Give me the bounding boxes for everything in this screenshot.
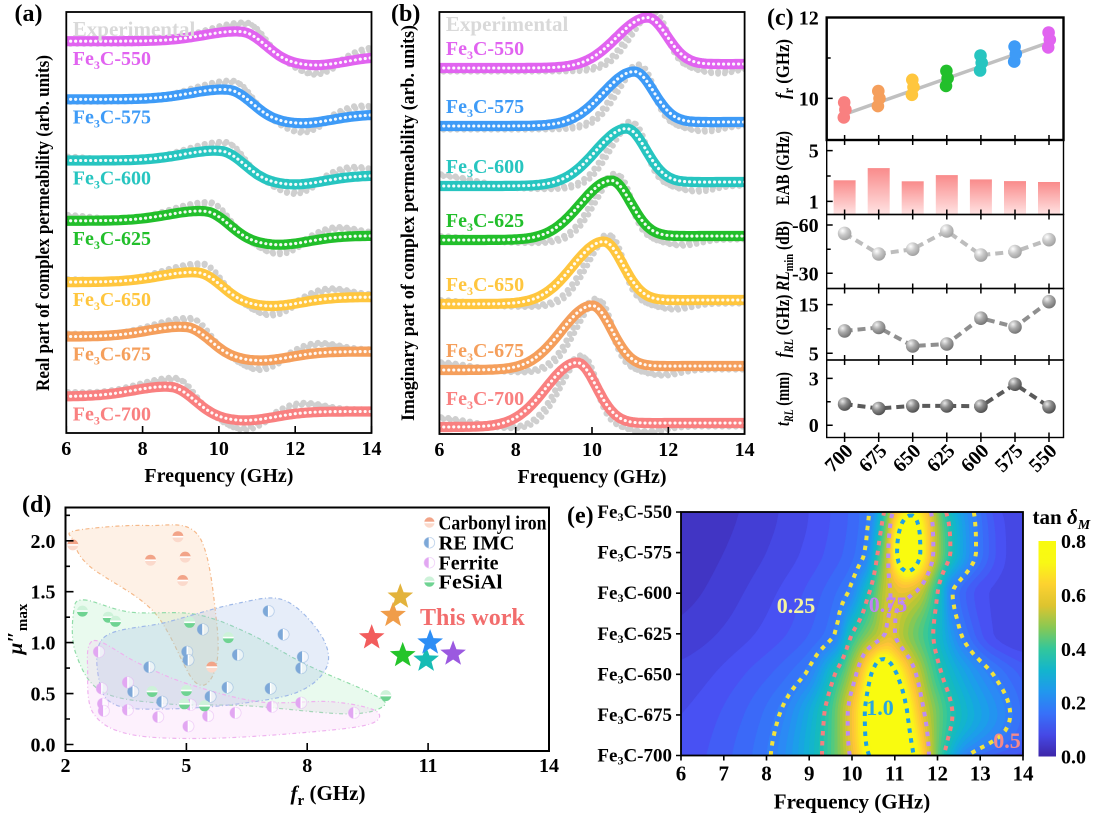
svg-text:1.0: 1.0 — [31, 633, 56, 655]
svg-text:8: 8 — [302, 755, 312, 777]
svg-text:Frequency (GHz): Frequency (GHz) — [774, 790, 931, 814]
svg-text:8: 8 — [511, 439, 521, 461]
svg-text:fRL (GHz): fRL (GHz) — [773, 295, 796, 358]
svg-text:14: 14 — [735, 439, 755, 461]
svg-text:0.0: 0.0 — [31, 735, 56, 757]
svg-text:10: 10 — [799, 88, 819, 110]
svg-text:1: 1 — [809, 191, 819, 213]
svg-text:12: 12 — [799, 8, 819, 30]
svg-text:12: 12 — [927, 762, 948, 786]
svg-text:6: 6 — [676, 762, 687, 786]
svg-text:μ″max: μ″max — [3, 603, 31, 655]
svg-text:Fe3C-625: Fe3C-625 — [446, 210, 524, 234]
svg-text:10: 10 — [842, 762, 863, 786]
svg-text:14: 14 — [539, 755, 559, 777]
svg-text:11: 11 — [419, 755, 438, 777]
svg-text:(d): (d) — [22, 492, 51, 518]
svg-text:Fe3C-600: Fe3C-600 — [597, 583, 672, 605]
svg-text:10: 10 — [209, 438, 229, 460]
svg-text:Fe3C-550: Fe3C-550 — [446, 38, 524, 62]
svg-text:8: 8 — [761, 762, 772, 786]
svg-text:Imaginary part of complex perm: Imaginary part of complex permeability (… — [398, 25, 419, 421]
svg-text:Fe3C-650: Fe3C-650 — [73, 289, 151, 313]
svg-text:RLmin (dB): RLmin (dB) — [773, 221, 796, 292]
svg-text:(b): (b) — [391, 1, 420, 27]
svg-text:Fe3C-600: Fe3C-600 — [446, 156, 524, 180]
svg-text:EAB (GHz): EAB (GHz) — [773, 131, 794, 205]
svg-text:0.2: 0.2 — [1061, 693, 1086, 715]
svg-text:1.0: 1.0 — [866, 695, 894, 720]
svg-text:-30: -30 — [792, 263, 819, 285]
svg-text:Fe3C-550: Fe3C-550 — [73, 48, 151, 72]
svg-text:0.5: 0.5 — [993, 728, 1021, 753]
svg-text:0.4: 0.4 — [1061, 639, 1086, 661]
svg-text:Fe3C-675: Fe3C-675 — [597, 705, 672, 727]
svg-text:7: 7 — [719, 762, 730, 786]
svg-text:Fe3C-625: Fe3C-625 — [597, 624, 672, 646]
svg-text:0: 0 — [809, 415, 819, 437]
svg-text:tan δM: tan δM — [1033, 505, 1091, 533]
svg-text:5: 5 — [809, 141, 819, 163]
svg-text:Fe3C-650: Fe3C-650 — [446, 274, 524, 298]
svg-text:tRL (mm): tRL (mm) — [773, 372, 796, 426]
svg-text:0.8: 0.8 — [1061, 531, 1086, 553]
svg-text:Experimental: Experimental — [446, 12, 569, 36]
svg-text:8: 8 — [138, 438, 148, 460]
svg-text:(c): (c) — [767, 5, 794, 31]
svg-text:2.0: 2.0 — [31, 531, 56, 553]
svg-text:Real part of complex permeabil: Real part of complex permeability (arb. … — [33, 55, 54, 391]
svg-text:(e): (e) — [567, 503, 594, 529]
svg-text:Fe3C-650: Fe3C-650 — [597, 664, 672, 686]
svg-text:Experimental: Experimental — [73, 17, 196, 41]
svg-text:Carbonyl iron: Carbonyl iron — [439, 513, 547, 535]
svg-text:9: 9 — [804, 762, 815, 786]
svg-text:12: 12 — [285, 438, 305, 460]
svg-text:0.5: 0.5 — [31, 684, 56, 706]
svg-text:(a): (a) — [15, 1, 43, 27]
svg-text:Fe3C-575: Fe3C-575 — [73, 106, 151, 130]
svg-text:0.75: 0.75 — [869, 592, 908, 617]
svg-text:10: 10 — [582, 439, 602, 461]
svg-text:Fe3C-700: Fe3C-700 — [446, 388, 524, 412]
svg-text:0.25: 0.25 — [777, 593, 816, 618]
svg-text:0.6: 0.6 — [1061, 585, 1086, 607]
svg-text:Fe3C-675: Fe3C-675 — [446, 340, 524, 364]
svg-text:This work: This work — [420, 605, 525, 631]
svg-text:Frequency (GHz): Frequency (GHz) — [517, 466, 666, 488]
svg-text:Fe3C-700: Fe3C-700 — [73, 404, 151, 428]
svg-text:Fe3C-700: Fe3C-700 — [597, 746, 672, 768]
svg-text:RE IMC: RE IMC — [439, 533, 515, 555]
svg-text:11: 11 — [885, 762, 905, 786]
svg-text:1.5: 1.5 — [31, 582, 56, 604]
svg-text:15: 15 — [799, 295, 819, 317]
svg-text:5: 5 — [181, 755, 191, 777]
svg-text:FeSiAl: FeSiAl — [439, 572, 503, 594]
svg-text:Fe3C-550: Fe3C-550 — [597, 502, 672, 524]
svg-text:Fe3C-600: Fe3C-600 — [73, 168, 151, 192]
svg-text:14: 14 — [362, 438, 382, 460]
svg-text:Fe3C-675: Fe3C-675 — [73, 344, 151, 368]
svg-text:-60: -60 — [792, 215, 819, 237]
svg-text:Ferrite: Ferrite — [439, 553, 499, 575]
svg-text:12: 12 — [658, 439, 678, 461]
svg-text:Fe3C-625: Fe3C-625 — [73, 228, 151, 252]
svg-text:6: 6 — [61, 438, 71, 460]
svg-text:Fe3C-575: Fe3C-575 — [446, 96, 524, 120]
svg-text:3: 3 — [809, 368, 819, 390]
svg-text:2: 2 — [61, 755, 71, 777]
svg-text:0.0: 0.0 — [1061, 747, 1086, 769]
svg-text:13: 13 — [970, 762, 991, 786]
svg-text:6: 6 — [434, 439, 444, 461]
svg-text:fr (GHz): fr (GHz) — [291, 781, 366, 809]
svg-text:14: 14 — [1013, 762, 1035, 786]
svg-text:5: 5 — [809, 343, 819, 365]
svg-text:Fe3C-575: Fe3C-575 — [597, 543, 672, 565]
svg-text:fr (GHz): fr (GHz) — [773, 39, 797, 99]
svg-text:Frequency (GHz): Frequency (GHz) — [144, 465, 293, 487]
